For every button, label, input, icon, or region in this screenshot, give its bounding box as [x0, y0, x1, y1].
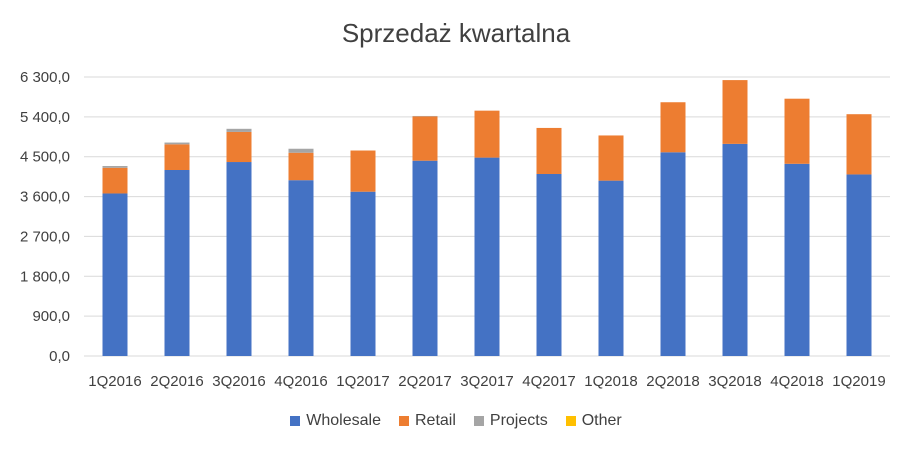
- chart-title: Sprzedaż kwartalna: [341, 18, 571, 48]
- bar-wholesale-2q2018: [660, 152, 686, 356]
- y-tick-label: 3 600,0: [20, 189, 70, 206]
- x-tick-label: 3Q2017: [460, 373, 513, 390]
- bar-wholesale-1q2018: [598, 180, 624, 356]
- y-tick-label: 6 300,0: [20, 69, 70, 86]
- legend-swatch: [290, 416, 301, 426]
- x-tick-label: 1Q2017: [336, 373, 389, 390]
- legend-label: Projects: [489, 412, 548, 429]
- x-tick-label: 1Q2019: [832, 373, 885, 390]
- legend-swatch: [473, 416, 484, 426]
- legend-label: Other: [581, 412, 622, 429]
- x-tick-label: 4Q2017: [522, 373, 575, 390]
- legend-item-projects: Projects: [473, 412, 548, 430]
- legend-label: Wholesale: [306, 412, 381, 429]
- bar-wholesale-4q2018: [784, 163, 810, 356]
- bar-projects-4q2016: [288, 148, 314, 153]
- x-tick-label: 1Q2016: [88, 373, 141, 390]
- bar-wholesale-4q2017: [536, 173, 562, 356]
- x-tick-label: 2Q2017: [398, 373, 451, 390]
- bar-projects-3q2016: [226, 128, 252, 132]
- y-tick-label: 2 700,0: [20, 228, 70, 245]
- y-tick-label: 4 500,0: [20, 149, 70, 166]
- chart-legend: Wholesale Retail Projects Other: [0, 412, 912, 430]
- bar-wholesale-4q2016: [288, 180, 314, 356]
- bar-wholesale-3q2016: [226, 162, 252, 356]
- bar-retail-4q2018: [784, 98, 810, 164]
- x-tick-label: 3Q2018: [708, 373, 761, 390]
- bar-retail-4q2016: [288, 152, 314, 181]
- bar-wholesale-1q2016: [102, 193, 128, 356]
- x-tick-label: 3Q2016: [212, 373, 265, 390]
- bar-retail-1q2018: [598, 135, 624, 181]
- bar-wholesale-2q2016: [164, 170, 190, 356]
- bar-retail-3q2018: [722, 80, 748, 144]
- y-tick-label: 5 400,0: [20, 109, 70, 126]
- legend-swatch: [398, 416, 409, 426]
- bar-retail-2q2017: [412, 116, 438, 161]
- bar-wholesale-3q2018: [722, 143, 748, 356]
- y-tick-label: 1 800,0: [20, 268, 70, 285]
- legend-swatch: [565, 416, 576, 426]
- legend-item-wholesale: Wholesale: [290, 412, 381, 430]
- bar-retail-1q2017: [350, 150, 376, 192]
- bar-wholesale-2q2017: [412, 160, 438, 356]
- x-tick-label: 2Q2018: [646, 373, 699, 390]
- bar-retail-2q2018: [660, 102, 686, 153]
- bar-wholesale-1q2019: [846, 174, 872, 356]
- x-tick-label: 1Q2018: [584, 373, 637, 390]
- bar-retail-4q2017: [536, 127, 562, 174]
- x-tick-label: 2Q2016: [150, 373, 203, 390]
- x-tick-label: 4Q2016: [274, 373, 327, 390]
- y-tick-label: 0,0: [49, 348, 70, 365]
- legend-item-other: Other: [565, 412, 622, 430]
- bar-wholesale-3q2017: [474, 157, 500, 356]
- bar-retail-3q2016: [226, 131, 252, 163]
- bar-wholesale-1q2017: [350, 191, 376, 356]
- bar-projects-1q2016: [102, 166, 128, 168]
- bar-projects-2q2016: [164, 142, 190, 145]
- bar-retail-3q2017: [474, 110, 500, 158]
- legend-label: Retail: [414, 412, 456, 429]
- legend-item-retail: Retail: [398, 412, 456, 430]
- bar-retail-1q2019: [846, 114, 872, 175]
- bar-retail-1q2016: [102, 167, 128, 194]
- x-tick-label: 4Q2018: [770, 373, 823, 390]
- bar-retail-2q2016: [164, 144, 190, 170]
- y-tick-label: 900,0: [32, 308, 70, 325]
